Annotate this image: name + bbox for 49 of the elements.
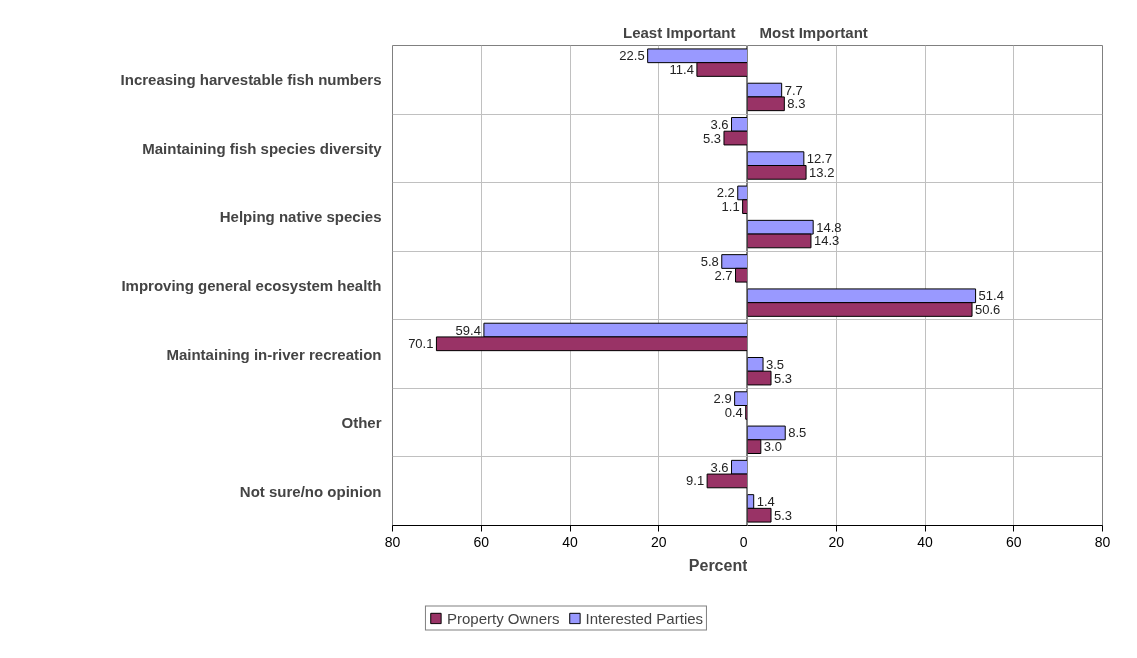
data-label: 12.7: [806, 151, 833, 167]
data-label: 5.3: [774, 507, 793, 523]
data-label: 2.7: [714, 267, 733, 283]
y-tick-label: Maintaining in-river recreation: [166, 345, 382, 363]
data-label: 5.8: [700, 254, 719, 269]
y-tick-label: Maintaining fish species diversity: [142, 139, 383, 157]
data-label: 13.2: [809, 164, 835, 180]
legend-label: Interested Parties: [585, 609, 704, 626]
x-tick-label: 60: [473, 533, 490, 550]
x-tick-label: 40: [562, 533, 578, 550]
y-tick-label: Not sure/no opinion: [239, 482, 382, 500]
data-label: 3.6: [710, 459, 729, 475]
x-tick-label: 80: [1094, 533, 1111, 550]
data-label: 11.4: [669, 62, 694, 77]
data-label: 2.2: [716, 185, 735, 201]
data-label: 14.3: [813, 233, 840, 249]
x-tick-label: 20: [828, 533, 845, 550]
data-label: 5.3: [774, 370, 793, 386]
data-label: 59.4: [455, 322, 481, 338]
data-label: 22.5: [619, 48, 645, 64]
x-tick-label: 80: [384, 533, 401, 550]
data-label: 51.4: [978, 288, 1004, 304]
y-tick-label: Improving general ecosystem health: [121, 277, 382, 294]
data-label: 14.8: [816, 219, 842, 235]
data-label: 9.1: [686, 473, 705, 489]
data-label: 1.4: [756, 494, 775, 509]
legend-label: Property Owners: [446, 609, 560, 626]
data-label: 70.1: [408, 336, 434, 352]
chart-title: Least Important: [622, 23, 736, 41]
y-tick-label: Other: [341, 414, 382, 432]
data-label: 3.0: [763, 439, 782, 455]
x-tick-label: 40: [917, 533, 933, 550]
data-label: 50.6: [975, 302, 1001, 317]
data-label: 8.5: [788, 425, 807, 441]
data-label: 5.3: [702, 130, 721, 146]
data-label: 3.6: [710, 116, 729, 132]
y-tick-label: Increasing harvestable fish numbers: [120, 71, 382, 89]
y-tick-label: Helping native species: [219, 208, 382, 226]
chart-title: Most Important: [759, 23, 868, 41]
data-label: 2.9: [713, 391, 732, 407]
x-axis-title: Percent: [688, 556, 749, 574]
data-label: 0.4: [724, 404, 743, 420]
data-label: 1.1: [721, 199, 740, 215]
data-label: 3.5: [766, 356, 785, 372]
data-label: 8.3: [787, 96, 806, 112]
x-tick-label: 20: [650, 533, 667, 550]
data-label: 7.7: [784, 82, 803, 98]
x-tick-label: 60: [1005, 533, 1022, 550]
x-tick-label: 0: [739, 533, 748, 550]
